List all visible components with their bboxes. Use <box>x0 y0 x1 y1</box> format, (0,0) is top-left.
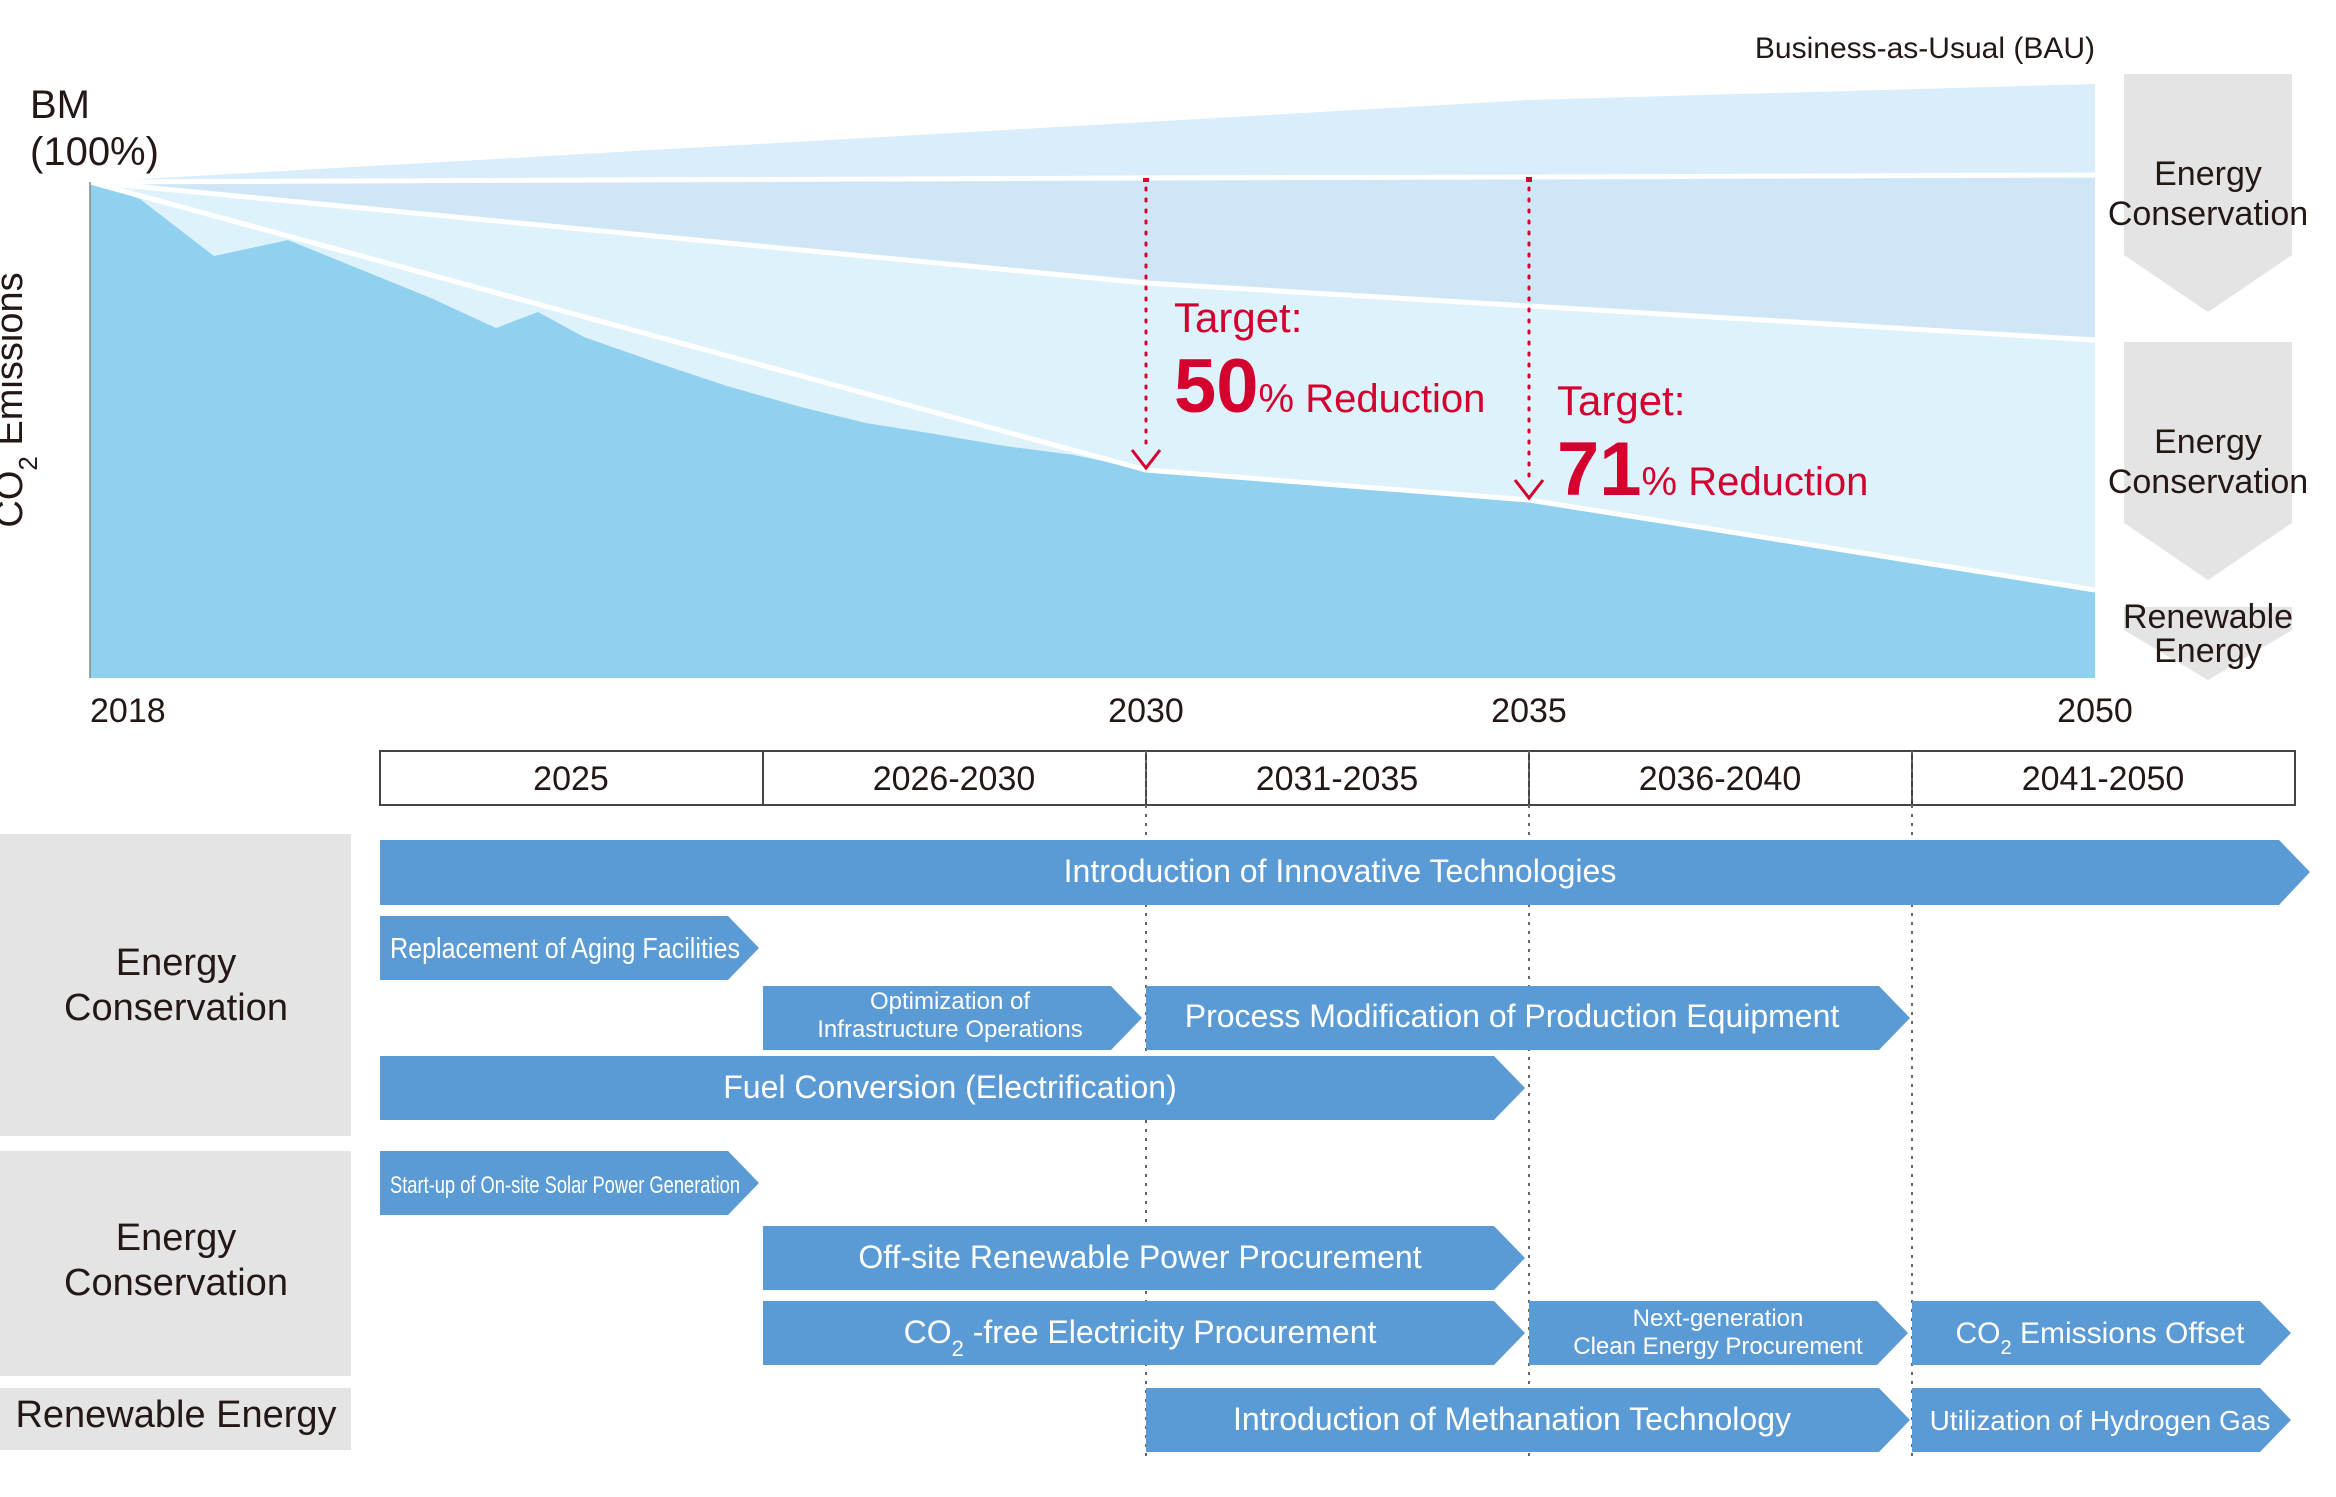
svg-text:Replacement of Aging Facilitie: Replacement of Aging Facilities <box>390 933 740 965</box>
svg-text:Conservation: Conservation <box>64 987 288 1029</box>
svg-text:BM: BM <box>30 83 90 127</box>
svg-text:Next-generation: Next-generation <box>1633 1305 1804 1332</box>
svg-text:Renewable: Renewable <box>2123 598 2293 636</box>
svg-text:Introduction of Methanation Te: Introduction of Methanation Technology <box>1233 1401 1791 1437</box>
svg-text:2026-2030: 2026-2030 <box>873 760 1036 798</box>
svg-text:Conservation: Conservation <box>2108 195 2308 233</box>
svg-text:Infrastructure Operations: Infrastructure Operations <box>817 1016 1082 1043</box>
svg-text:Business-as-Usual (BAU): Business-as-Usual (BAU) <box>1755 32 2095 65</box>
svg-text:Off-site Renewable Power Procu: Off-site Renewable Power Procurement <box>858 1239 1421 1275</box>
svg-text:Energy: Energy <box>116 942 236 984</box>
svg-text:2035: 2035 <box>1491 692 1567 730</box>
svg-text:Start-up of On-site Solar Powe: Start-up of On-site Solar Power Generati… <box>390 1172 740 1199</box>
svg-text:Energy: Energy <box>116 1217 236 1259</box>
svg-text:Energy: Energy <box>2154 155 2262 193</box>
svg-text:2030: 2030 <box>1108 692 1184 730</box>
svg-text:2036-2040: 2036-2040 <box>1639 760 1802 798</box>
svg-text:Process Modification of Produc: Process Modification of Production Equip… <box>1185 998 1840 1034</box>
svg-text:2050: 2050 <box>2057 692 2133 730</box>
svg-text:Introduction of Innovative Tec: Introduction of Innovative Technologies <box>1064 853 1617 889</box>
svg-text:2031-2035: 2031-2035 <box>1256 760 1419 798</box>
svg-text:Fuel Conversion (Electrificati: Fuel Conversion (Electrification) <box>723 1069 1177 1105</box>
svg-text:CO2 Emissions: CO2 Emissions <box>0 272 43 527</box>
svg-text:Target:: Target: <box>1174 294 1302 341</box>
svg-text:Conservation: Conservation <box>2108 463 2308 501</box>
svg-text:Optimization of: Optimization of <box>870 988 1030 1015</box>
svg-text:(100%): (100%) <box>30 130 159 174</box>
svg-text:Clean Energy Procurement: Clean Energy Procurement <box>1573 1333 1863 1360</box>
svg-text:Conservation: Conservation <box>64 1262 288 1304</box>
svg-text:2025: 2025 <box>533 760 609 798</box>
svg-text:Energy: Energy <box>2154 632 2262 670</box>
svg-text:2041-2050: 2041-2050 <box>2022 760 2185 798</box>
svg-text:Utilization of Hydrogen Gas: Utilization of Hydrogen Gas <box>1930 1405 2271 1436</box>
svg-text:2018: 2018 <box>90 692 166 730</box>
svg-text:Renewable Energy: Renewable Energy <box>15 1394 336 1436</box>
svg-text:Energy: Energy <box>2154 423 2262 461</box>
svg-text:Target:: Target: <box>1557 377 1685 424</box>
